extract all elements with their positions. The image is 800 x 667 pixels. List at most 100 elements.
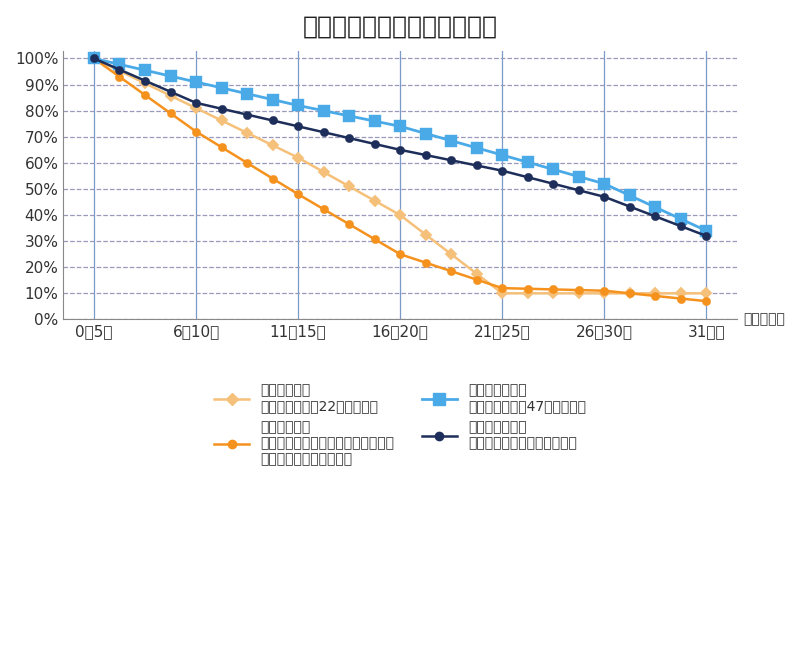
木造戸建住宅
（財）不動産流通近代化センターの
マニュアルに基づく試算 (446, 267, 456, 275)
中古マンション
（ヘドニック法による分析） (599, 193, 609, 201)
中古マンション
（ヘドニック法による分析） (242, 111, 252, 119)
木造戸建住宅
減価償却年数（22年）による (676, 289, 686, 297)
木造戸建住宅
（財）不動産流通近代化センターの
マニュアルに基づく試算 (140, 91, 150, 99)
中古マンション
減価償却年数（47年）による (498, 151, 507, 159)
木造戸建住宅
減価償却年数（22年）による (702, 289, 711, 297)
中古マンション
減価償却年数（47年）による (650, 203, 660, 211)
木造戸建住宅
減価償却年数（22年）による (549, 289, 558, 297)
木造戸建住宅
減価償却年数（22年）による (498, 289, 507, 297)
木造戸建住宅
（財）不動産流通近代化センターの
マニュアルに基づく試算 (421, 259, 430, 267)
木造戸建住宅
減価償却年数（22年）による (166, 91, 175, 99)
Line: 木造戸建住宅
（財）不動産流通近代化センターの
マニュアルに基づく試算: 木造戸建住宅 （財）不動産流通近代化センターの マニュアルに基づく試算 (90, 54, 710, 305)
Line: 木造戸建住宅
減価償却年数（22年）による: 木造戸建住宅 減価償却年数（22年）による (90, 54, 710, 297)
木造戸建住宅
減価償却年数（22年）による (114, 67, 124, 75)
中古マンション
減価償却年数（47年）による (523, 158, 533, 166)
中古マンション
減価償却年数（47年）による (702, 227, 711, 235)
中古マンション
（ヘドニック法による分析） (421, 151, 430, 159)
Line: 中古マンション
減価償却年数（47年）による: 中古マンション 減価償却年数（47年）による (89, 53, 712, 236)
中古マンション
減価償却年数（47年）による (217, 84, 226, 92)
木造戸建住宅
（財）不動産流通近代化センターの
マニュアルに基づく試算 (498, 284, 507, 292)
中古マンション
（ヘドニック法による分析） (319, 128, 329, 136)
中古マンション
（ヘドニック法による分析） (702, 232, 711, 240)
Title: 中古戸建住宅の価格査定の例: 中古戸建住宅の価格査定の例 (302, 15, 498, 39)
中古マンション
減価償却年数（47年）による (421, 129, 430, 137)
Legend: 木造戸建住宅
減価償却年数（22年）による, 木造戸建住宅
（財）不動産流通近代化センターの
マニュアルに基づく試算, 中古マンション
減価償却年数（47年）に: 木造戸建住宅 減価償却年数（22年）による, 木造戸建住宅 （財）不動産流通近代… (209, 378, 591, 472)
中古マンション
減価償却年数（47年）による (446, 137, 456, 145)
中古マンション
減価償却年数（47年）による (574, 173, 583, 181)
木造戸建住宅
（財）不動産流通近代化センターの
マニュアルに基づく試算 (395, 250, 405, 258)
中古マンション
（ヘドニック法による分析） (140, 77, 150, 85)
中古マンション
（ヘドニック法による分析） (395, 146, 405, 154)
木造戸建住宅
（財）不動産流通近代化センターの
マニュアルに基づく試算 (89, 55, 98, 63)
中古マンション
（ヘドニック法による分析） (549, 179, 558, 187)
中古マンション
減価償却年数（47年）による (676, 215, 686, 223)
中古マンション
（ヘドニック法による分析） (625, 203, 634, 211)
木造戸建住宅
減価償却年数（22年）による (370, 197, 379, 205)
木造戸建住宅
減価償却年数（22年）による (268, 141, 278, 149)
木造戸建住宅
減価償却年数（22年）による (217, 117, 226, 125)
木造戸建住宅
（財）不動産流通近代化センターの
マニュアルに基づく試算 (268, 175, 278, 183)
中古マンション
減価償却年数（47年）による (242, 90, 252, 98)
木造戸建住宅
減価償却年数（22年）による (472, 269, 482, 277)
中古マンション
（ヘドニック法による分析） (268, 117, 278, 125)
中古マンション
（ヘドニック法による分析） (370, 140, 379, 148)
木造戸建住宅
（財）不動産流通近代化センターの
マニュアルに基づく試算 (191, 127, 201, 135)
木造戸建住宅
減価償却年数（22年）による (344, 182, 354, 190)
木造戸建住宅
（財）不動産流通近代化センターの
マニュアルに基づく試算 (599, 287, 609, 295)
中古マンション
減価償却年数（47年）による (625, 191, 634, 199)
木造戸建住宅
減価償却年数（22年）による (523, 289, 533, 297)
木造戸建住宅
（財）不動産流通近代化センターの
マニュアルに基づく試算 (217, 143, 226, 151)
木造戸建住宅
（財）不動産流通近代化センターの
マニュアルに基づく試算 (523, 285, 533, 293)
中古マンション
減価償却年数（47年）による (140, 66, 150, 74)
木造戸建住宅
（財）不動産流通近代化センターの
マニュアルに基づく試算 (574, 286, 583, 294)
木造戸建住宅
減価償却年数（22年）による (446, 250, 456, 258)
木造戸建住宅
（財）不動産流通近代化センターの
マニュアルに基づく試算 (625, 289, 634, 297)
木造戸建住宅
（財）不動産流通近代化センターの
マニュアルに基づく試算 (166, 109, 175, 117)
中古マンション
（ヘドニック法による分析） (294, 122, 303, 130)
木造戸建住宅
減価償却年数（22年）による (140, 79, 150, 87)
木造戸建住宅
（財）不動産流通近代化センターの
マニュアルに基づく試算 (702, 297, 711, 305)
木造戸建住宅
（財）不動産流通近代化センターの
マニュアルに基づく試算 (294, 190, 303, 198)
木造戸建住宅
減価償却年数（22年）による (599, 289, 609, 297)
木造戸建住宅
減価償却年数（22年）による (319, 168, 329, 176)
木造戸建住宅
減価償却年数（22年）による (294, 153, 303, 161)
中古マンション
減価償却年数（47年）による (370, 117, 379, 125)
木造戸建住宅
（財）不動産流通近代化センターの
マニュアルに基づく試算 (242, 159, 252, 167)
木造戸建住宅
減価償却年数（22年）による (574, 289, 583, 297)
Text: （築年数）: （築年数） (744, 312, 786, 326)
木造戸建住宅
減価償却年数（22年）による (421, 231, 430, 239)
中古マンション
（ヘドニック法による分析） (89, 55, 98, 63)
中古マンション
（ヘドニック法による分析） (676, 222, 686, 230)
木造戸建住宅
（財）不動産流通近代化センターの
マニュアルに基づく試算 (370, 235, 379, 243)
木造戸建住宅
（財）不動産流通近代化センターの
マニュアルに基づく試算 (344, 220, 354, 228)
中古マンション
（ヘドニック法による分析） (191, 99, 201, 107)
中古マンション
減価償却年数（47年）による (268, 95, 278, 103)
木造戸建住宅
減価償却年数（22年）による (242, 129, 252, 137)
中古マンション
（ヘドニック法による分析） (523, 173, 533, 181)
中古マンション
減価償却年数（47年）による (191, 78, 201, 86)
木造戸建住宅
減価償却年数（22年）による (650, 289, 660, 297)
木造戸建住宅
減価償却年数（22年）による (395, 211, 405, 219)
中古マンション
減価償却年数（47年）による (472, 144, 482, 152)
中古マンション
減価償却年数（47年）による (294, 101, 303, 109)
木造戸建住宅
減価償却年数（22年）による (89, 55, 98, 63)
中古マンション
減価償却年数（47年）による (114, 60, 124, 68)
中古マンション
（ヘドニック法による分析） (498, 167, 507, 175)
木造戸建住宅
減価償却年数（22年）による (625, 289, 634, 297)
中古マンション
減価償却年数（47年）による (166, 72, 175, 80)
中古マンション
減価償却年数（47年）による (395, 122, 405, 130)
中古マンション
減価償却年数（47年）による (319, 107, 329, 115)
木造戸建住宅
（財）不動産流通近代化センターの
マニュアルに基づく試算 (549, 285, 558, 293)
木造戸建住宅
（財）不動産流通近代化センターの
マニュアルに基づく試算 (650, 292, 660, 300)
中古マンション
（ヘドニック法による分析） (446, 156, 456, 164)
木造戸建住宅
（財）不動産流通近代化センターの
マニュアルに基づく試算 (114, 73, 124, 81)
中古マンション
減価償却年数（47年）による (599, 179, 609, 187)
中古マンション
（ヘドニック法による分析） (574, 186, 583, 194)
木造戸建住宅
減価償却年数（22年）による (191, 104, 201, 112)
中古マンション
（ヘドニック法による分析） (166, 88, 175, 96)
中古マンション
減価償却年数（47年）による (549, 165, 558, 173)
木造戸建住宅
（財）不動産流通近代化センターの
マニュアルに基づく試算 (319, 205, 329, 213)
中古マンション
減価償却年数（47年）による (344, 112, 354, 120)
中古マンション
（ヘドニック法による分析） (472, 161, 482, 169)
木造戸建住宅
（財）不動産流通近代化センターの
マニュアルに基づく試算 (676, 295, 686, 303)
